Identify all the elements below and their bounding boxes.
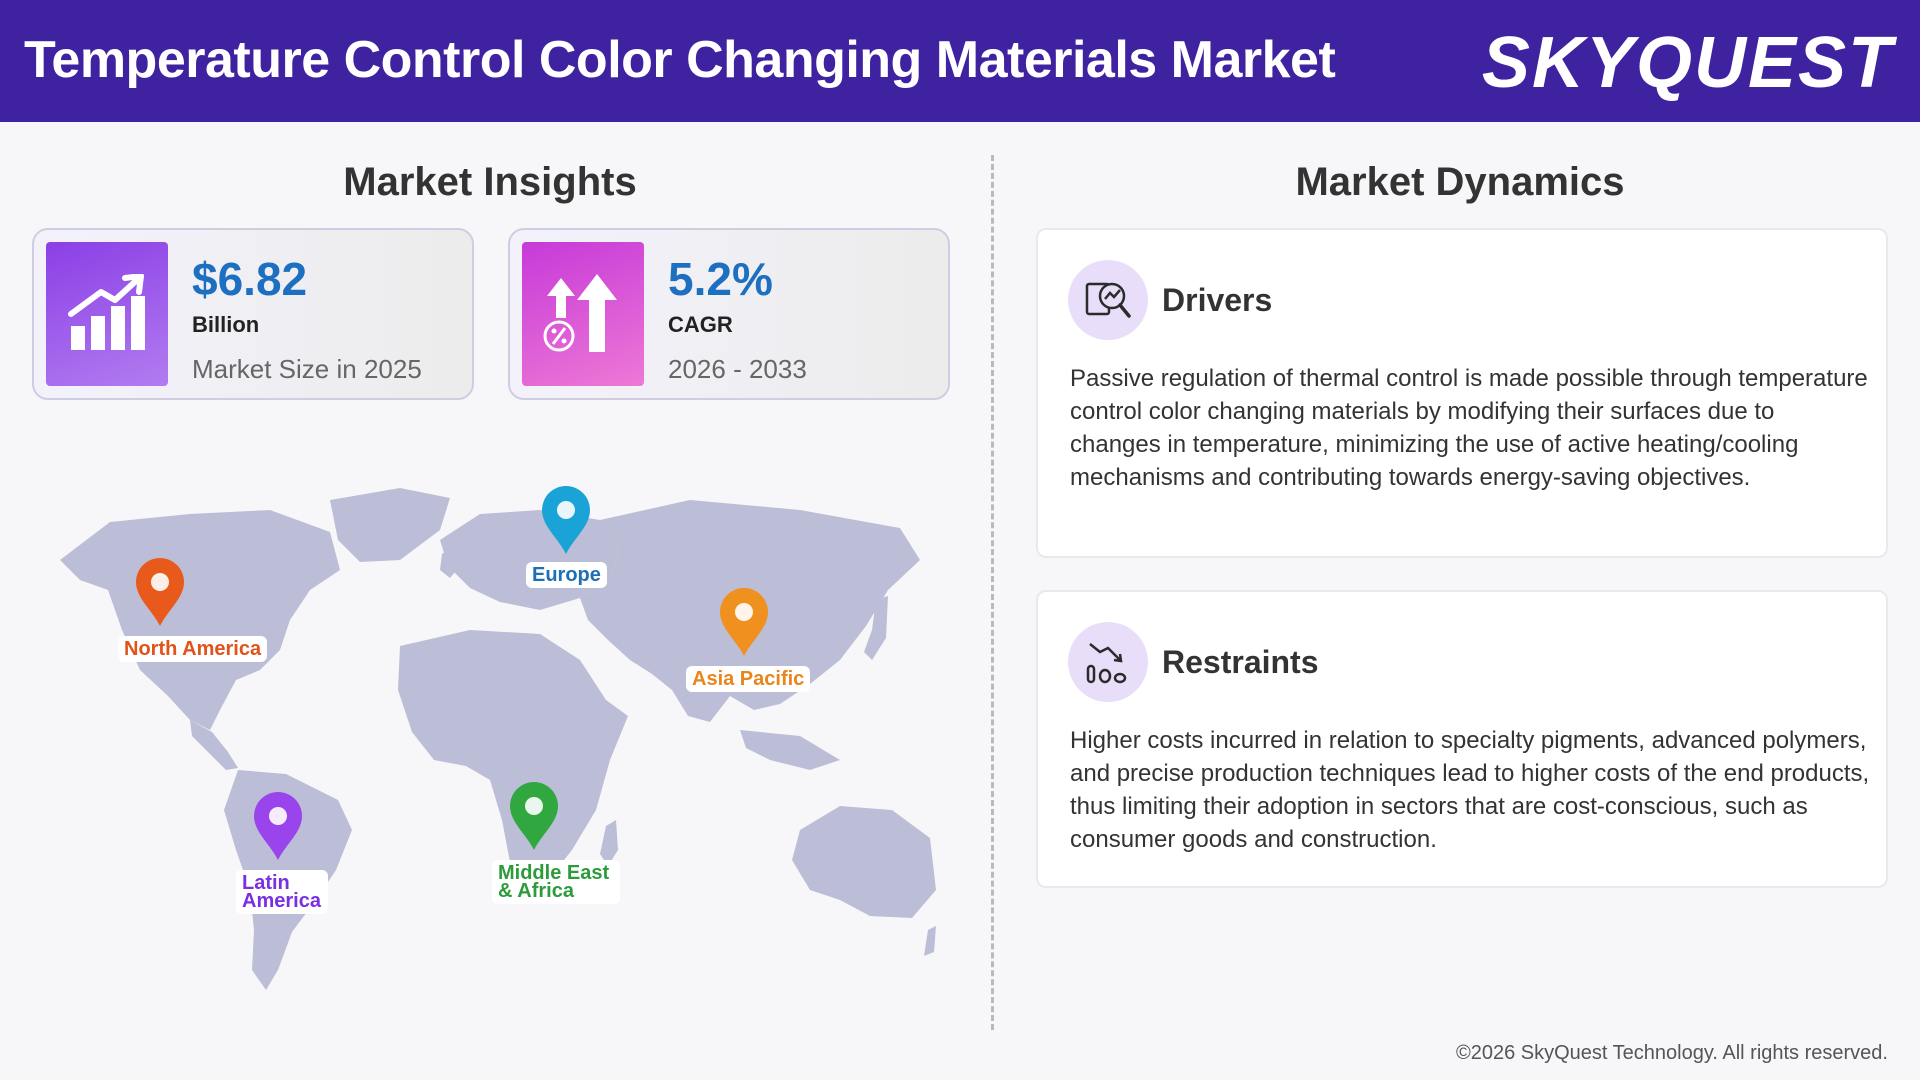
market-dynamics-title: Market Dynamics	[1295, 160, 1625, 204]
market-size-card: $6.82 Billion Market Size in 2025	[32, 228, 474, 400]
region-label-asia-pacific: Asia Pacific	[686, 666, 811, 692]
drivers-text: Passive regulation of thermal control is…	[1070, 365, 1868, 491]
market-size-value: $6.82	[192, 253, 308, 305]
restraints-text: Higher costs incurred in relation to spe…	[1070, 727, 1870, 853]
cagr-unit: CAGR	[668, 312, 733, 337]
market-size-desc: Market Size in 2025	[192, 354, 422, 384]
region-label-middle-east-africa: Middle East & Africa	[492, 860, 620, 904]
copyright-footer: ©2026 SkyQuest Technology. All rights re…	[1455, 1042, 1888, 1064]
world-map: North America Europe Asia Pacific Latin …	[40, 470, 940, 1000]
cagr-value: 5.2%	[668, 253, 773, 305]
percent-up-arrows-icon	[522, 242, 644, 386]
market-size-unit: Billion	[192, 312, 260, 337]
region-label-north-america: North America	[118, 636, 268, 662]
region-label-latin-america: Latin America	[236, 870, 328, 914]
page-title: Temperature Control Color Changing Mater…	[24, 31, 1336, 89]
asia-pacific-pin-icon	[720, 588, 768, 656]
region-label-europe: Europe	[526, 562, 607, 588]
market-insights-title: Market Insights	[343, 160, 637, 204]
section-divider	[991, 155, 994, 1030]
middle-east-africa-pin-icon	[510, 782, 558, 850]
cagr-card: 5.2% CAGR 2026 - 2033	[508, 228, 950, 400]
bar-chart-up-icon	[46, 242, 168, 386]
restraints-card: Restraints Higher costs incurred in rela…	[1036, 590, 1888, 888]
europe-pin-icon	[542, 486, 590, 554]
magnifier-chart-icon	[1068, 260, 1148, 340]
drivers-heading: Drivers	[1162, 282, 1273, 318]
north-america-pin-icon	[136, 558, 184, 626]
header-bar: Temperature Control Color Changing Mater…	[0, 0, 1920, 122]
decline-chart-icon	[1068, 622, 1148, 702]
restraints-heading: Restraints	[1162, 644, 1319, 680]
brand-logo: SKYQUEST	[1481, 23, 1894, 103]
latin-america-pin-icon	[254, 792, 302, 860]
cagr-period: 2026 - 2033	[668, 354, 807, 384]
world-map-shapes	[60, 488, 936, 990]
drivers-card: Drivers Passive regulation of thermal co…	[1036, 228, 1888, 558]
